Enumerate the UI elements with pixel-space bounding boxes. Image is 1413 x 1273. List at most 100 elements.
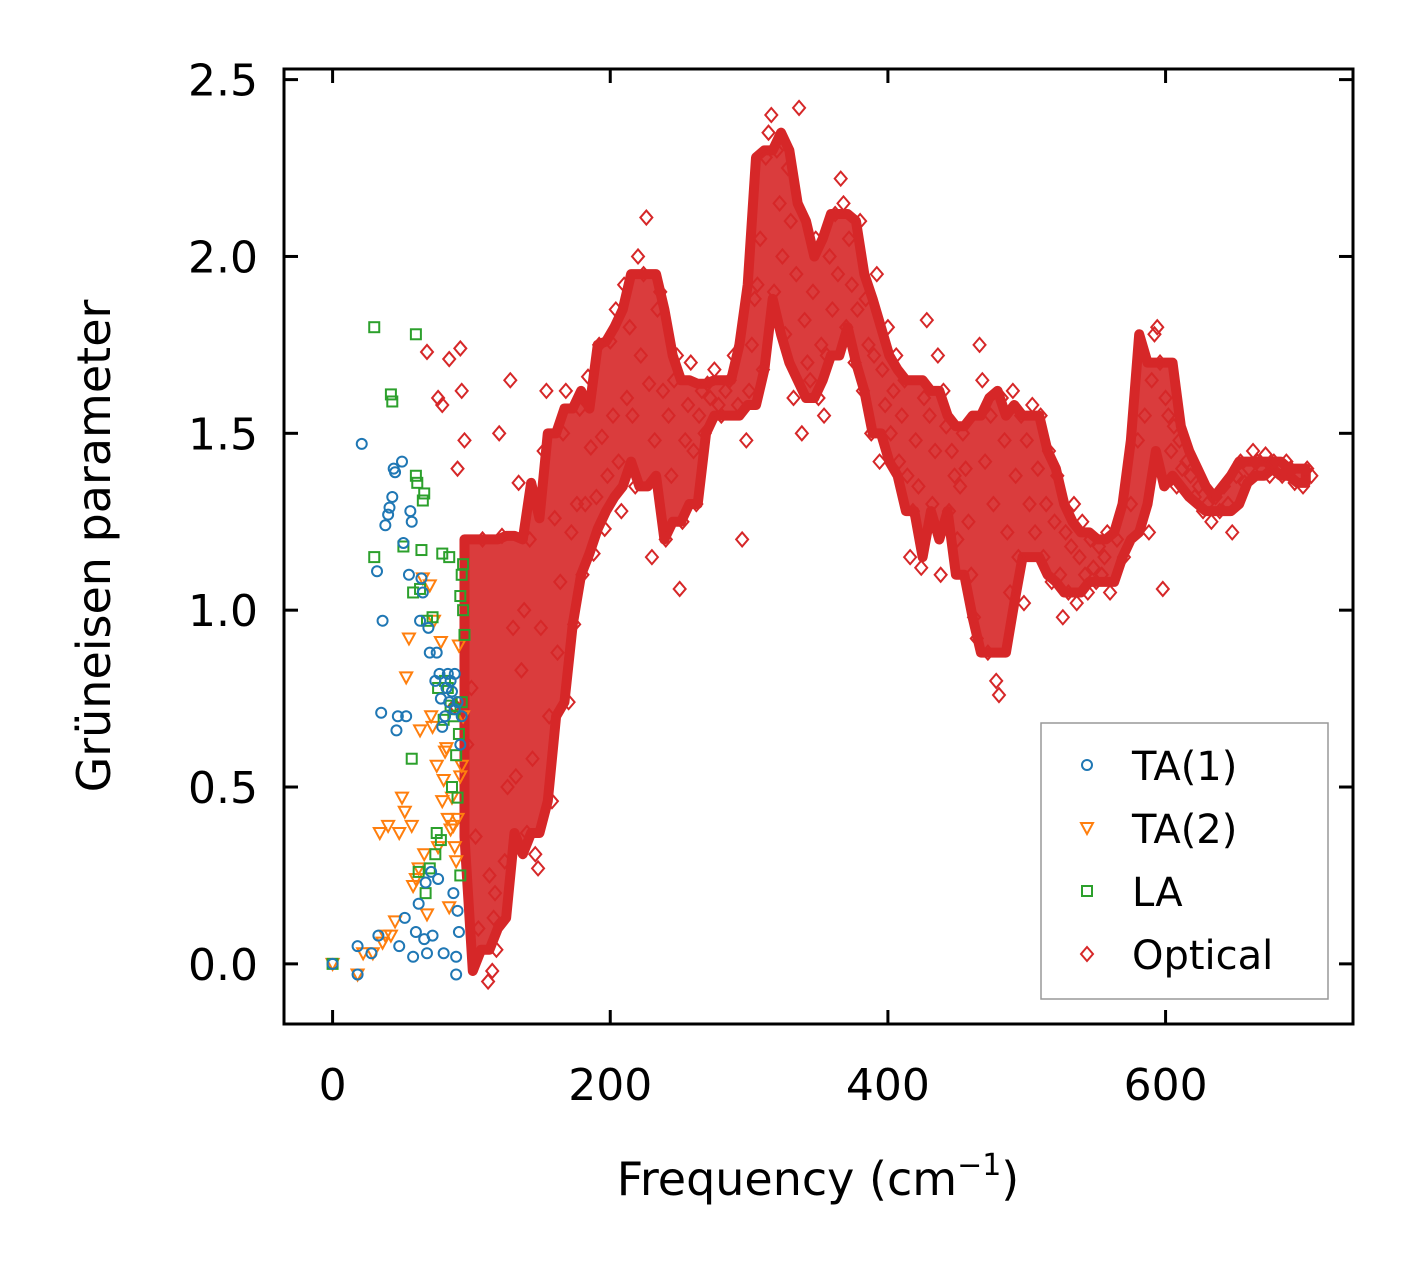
optical-point [502,371,518,389]
optical-point [539,382,554,400]
optical-point [963,566,979,584]
optical-point [516,601,532,619]
ta1-point [351,968,364,981]
optical-point [1041,442,1057,460]
optical-point [566,615,582,633]
x-tick-label: 0 [319,1060,347,1111]
optical-point [1169,477,1185,495]
ta1-marker-icon [1081,759,1093,771]
ta2-point [448,855,464,870]
ta1-point [441,667,454,680]
optical-point [1174,460,1190,478]
optical-point [639,209,654,227]
optical-point [794,424,810,442]
ta2-point [422,579,438,594]
optical-point [530,859,546,877]
optical-point [761,124,776,142]
optical-point [1013,407,1029,425]
optical-point [589,488,604,506]
optical-point [747,290,762,308]
optical-point [707,361,722,379]
optical-point [850,300,865,319]
ta1-point [397,536,410,549]
optical-point [788,265,804,283]
optical-point [1083,530,1098,548]
ta1-point [432,872,445,885]
ta1-point [425,865,438,878]
optical-point [941,502,957,520]
optical-point [844,276,860,294]
ta1-point [439,710,452,723]
optical-point [508,767,524,785]
optical-point [1266,453,1282,471]
ta2-point [435,773,452,789]
optical-point [805,283,821,301]
ta1-point [409,926,422,939]
la-point [451,791,464,804]
x-axis-label-exponent: −1 [957,1148,1001,1183]
ta1-point [400,710,413,723]
ta2-point [429,759,445,774]
optical-point [1030,460,1046,478]
ta1-point [433,667,446,680]
legend-label-optical: Optical [1132,933,1273,979]
optical-point [484,962,500,980]
optical-point [1158,389,1173,407]
optical-point [911,477,926,495]
optical-point [452,339,468,357]
optical-point [464,679,479,697]
optical-point [564,523,579,541]
optical-point [686,442,701,460]
ta2-point [423,710,439,725]
optical-point [947,467,962,485]
optical-point [614,502,629,520]
ta1-point [455,710,468,723]
optical-point [605,407,621,425]
optical-point [597,520,613,538]
optical-point [677,431,693,449]
ta1-point [416,586,429,599]
optical-point [999,523,1015,541]
y-axis-label: Grüneisen parameter [67,299,121,792]
optical-point [650,300,665,319]
ta1-point [382,508,395,521]
ta1-point [445,685,458,698]
ta1-point [447,887,460,900]
optical-point [497,852,513,870]
ta2-point [424,720,441,735]
optical-point [1058,523,1073,541]
optical-point [1295,477,1311,495]
optical-point [1049,467,1065,485]
optical-point [983,407,998,425]
optical-point [883,424,899,442]
legend: TA(1) TA(2) LA Optical [1040,722,1329,1000]
optical-point [797,311,812,329]
optical-point [763,106,779,124]
optical-point [594,428,610,446]
ta1-point [402,568,415,581]
optical-point [475,530,490,548]
optical-point [858,290,874,308]
optical-point [1102,583,1118,602]
la-point [429,848,442,861]
x-axis-label: Frequency (cm−1) [617,1148,1020,1206]
ta1-point [386,490,399,503]
optical-point [1052,566,1068,584]
optical-point [741,382,757,400]
optical-point [855,382,871,400]
optical-point [1249,453,1265,471]
ta1-point [372,929,385,942]
optical-point [536,442,551,460]
optical-point [994,389,1010,407]
ta1-point [371,565,384,578]
ta2-point [434,795,450,810]
optical-point [619,389,635,407]
optical-point [658,530,674,548]
optical-point [505,619,521,637]
optical-point [880,318,896,336]
optical-point [627,477,643,495]
ta1-point [389,466,402,479]
optical-point [664,467,679,485]
ta1-point [437,947,450,960]
y-tick-label: 0.0 [188,940,258,991]
